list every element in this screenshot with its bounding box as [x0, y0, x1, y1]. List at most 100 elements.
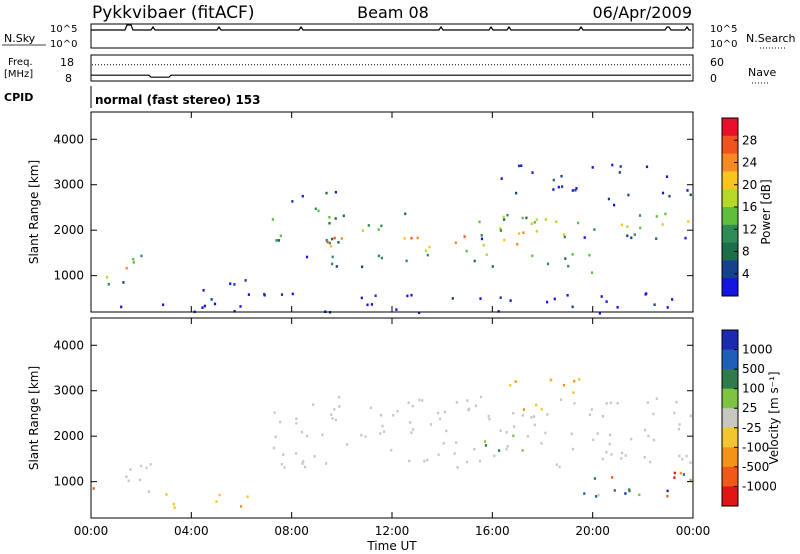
- velocity-cell: [338, 405, 341, 408]
- power-cell: [328, 221, 331, 225]
- x-tick-label: 12:00: [375, 524, 410, 538]
- velocity-cell: [562, 383, 566, 387]
- power-cell: [405, 259, 408, 263]
- velocity-panel: Slant Range [km] 4000 3000 2000 1000 1000 50…: [27, 317, 781, 519]
- power-cell: [655, 237, 658, 240]
- power-cell: [377, 228, 380, 231]
- nave-label: Nave: [748, 66, 776, 79]
- velocity-cell: [466, 399, 469, 402]
- power-cell: [546, 300, 549, 304]
- freq-tick-high: 18: [60, 56, 74, 69]
- velocity-cell: [421, 399, 424, 402]
- power-cell: [686, 189, 689, 192]
- power-cell: [506, 213, 509, 217]
- power-cell: [291, 200, 294, 203]
- colorbar-swatch: [722, 135, 738, 155]
- power-cell: [571, 305, 574, 309]
- velocity-cell: [643, 455, 646, 459]
- velocity-cell: [505, 431, 508, 434]
- velocity-cell: [325, 462, 328, 465]
- velocity-cell: [442, 442, 445, 445]
- cpid-label: CPID: [4, 91, 33, 104]
- velocity-cell: [445, 429, 448, 433]
- power-cell: [639, 226, 642, 230]
- power-cell: [377, 254, 380, 258]
- velocity-cell: [544, 431, 547, 435]
- velocity-cell: [487, 414, 490, 418]
- velocity-cell: [364, 435, 367, 438]
- power-cell: [593, 228, 596, 231]
- power-cell: [668, 194, 671, 198]
- velocity-cell: [321, 433, 324, 437]
- power-scatter-cells: [106, 163, 692, 315]
- power-cell: [335, 265, 338, 268]
- beam-label: Beam 08: [357, 3, 429, 22]
- freq-tick-low: 8: [65, 72, 72, 85]
- power-cell: [331, 237, 334, 241]
- power-frame: [90, 111, 694, 313]
- colorbar-swatch: [722, 118, 738, 137]
- power-cell: [516, 243, 519, 246]
- colorbar-swatch: [722, 189, 738, 208]
- velocity-cell: [423, 459, 426, 463]
- power-cell: [314, 207, 317, 211]
- colorbar-swatch: [722, 486, 738, 507]
- nsearch-tick-high: 10^5: [710, 24, 737, 35]
- power-cell: [203, 304, 206, 308]
- power-cell: [485, 253, 488, 256]
- velocity-cell: [453, 452, 456, 455]
- y-tick-label: 3000: [53, 384, 84, 398]
- velocity-cell: [301, 462, 304, 465]
- power-cell: [611, 163, 614, 167]
- velocity-cell: [304, 465, 307, 469]
- velocity-cell: [295, 452, 298, 455]
- velocity-cell: [605, 402, 608, 405]
- power-cell: [626, 225, 629, 228]
- power-cell: [334, 217, 337, 220]
- power-cell: [454, 241, 457, 244]
- power-cell: [426, 253, 429, 257]
- power-cell: [202, 289, 205, 292]
- velocity-cell: [512, 411, 515, 415]
- power-cell: [571, 253, 574, 256]
- power-cell: [424, 249, 428, 253]
- colorbar-swatch: [722, 427, 738, 448]
- velocity-cell: [540, 407, 543, 411]
- power-cell: [518, 232, 521, 235]
- velocity-cell: [521, 414, 524, 417]
- velocity-cell: [468, 407, 471, 411]
- power-cell: [479, 297, 482, 300]
- velocity-cell: [588, 413, 592, 416]
- velocity-cell: [655, 397, 658, 400]
- velocity-cell: [396, 410, 399, 413]
- power-cell: [370, 303, 373, 306]
- velocity-frame: [90, 317, 694, 519]
- power-cell: [428, 245, 431, 249]
- velocity-cell: [499, 429, 502, 432]
- power-cell: [546, 262, 550, 266]
- velocity-cell: [558, 465, 561, 469]
- velocity-cell: [215, 500, 218, 503]
- velocity-cell: [613, 489, 616, 492]
- velocity-cell: [300, 430, 303, 434]
- colorbar-swatch: [722, 153, 738, 172]
- velocity-cell: [583, 492, 586, 495]
- velocity-cell: [624, 454, 627, 457]
- power-cell: [410, 236, 413, 240]
- power-cell: [367, 224, 370, 227]
- velocity-cell: [601, 457, 604, 461]
- power-cell: [326, 240, 329, 244]
- power-cell: [653, 303, 656, 306]
- velocity-cell: [455, 441, 458, 444]
- power-cell: [162, 303, 165, 307]
- power-cell: [689, 193, 692, 197]
- power-cell: [616, 306, 619, 309]
- power-cell: [406, 294, 409, 298]
- power-cell: [395, 308, 398, 311]
- velocity-cell: [426, 458, 429, 462]
- velocity-cell: [505, 447, 508, 451]
- velocity-cell: [605, 450, 608, 454]
- velocity-cell: [333, 408, 336, 411]
- velocity-cell: [412, 428, 415, 431]
- power-cell: [560, 174, 563, 178]
